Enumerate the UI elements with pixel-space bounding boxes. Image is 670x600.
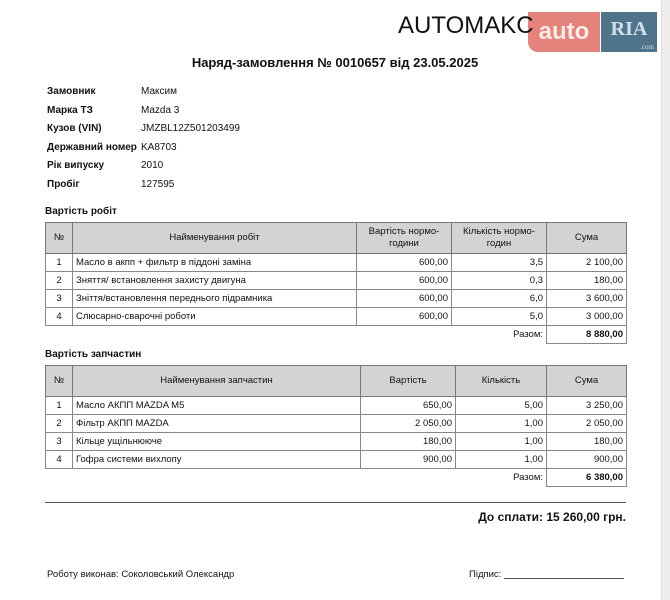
brand-name: AUTOMAKC (398, 12, 534, 39)
total-label: Разом: (513, 472, 543, 484)
table-row: 2 Зняття/ встановлення захисту двигуна 600… (45, 271, 627, 290)
works-table: № Найменування робіт Вартість нормо-години… (45, 222, 627, 344)
works-heading: Вартість робіт (45, 206, 117, 217)
table-cell: Масло АКПП MAZDA M5 (72, 396, 361, 415)
total-value: 8 880,00 (546, 325, 627, 344)
table-cell: 5,00 (455, 396, 547, 415)
parts-heading: Вартість запчастин (45, 349, 142, 360)
table-cell: Зняття/ встановлення захисту двигуна (72, 271, 357, 290)
table-cell: Масло в акпп + фильтр в піддоні заміна (72, 253, 357, 272)
amount-due: До сплати: 15 260,00 грн. (478, 510, 626, 524)
table-cell: 1,00 (455, 414, 547, 433)
info-row: Марка ТЗ Mazda 3 (47, 105, 240, 124)
table-cell: 650,00 (360, 396, 456, 415)
vehicle-info: Замовник Максим Марка ТЗ Mazda 3 Кузов (VIN)… (47, 86, 240, 197)
table-cell: 0,3 (451, 271, 547, 290)
info-label: Марка ТЗ (47, 104, 93, 116)
worker-label: Роботу виконав: Соколовський Олександр (47, 569, 235, 580)
column-header: Кількість (455, 365, 547, 397)
table-cell: 6,0 (451, 289, 547, 308)
info-value: Максим (141, 86, 177, 97)
table-row: 3 Зніття/встановлення переднього підрамни… (45, 289, 627, 308)
table-cell: 2 100,00 (546, 253, 627, 272)
table-cell: 600,00 (356, 271, 452, 290)
info-label: Кузов (VIN) (47, 123, 102, 134)
info-value: 127595 (141, 178, 175, 190)
column-header: № (45, 365, 73, 397)
divider (45, 502, 626, 503)
table-cell: Фільтр АКПП MAZDA (72, 414, 361, 433)
table-cell: Кільце ущільнююче (72, 432, 361, 451)
column-header: Найменування робіт (72, 222, 357, 254)
info-label: Замовник (47, 86, 96, 97)
table-cell: 180,00 (546, 271, 627, 290)
table-cell: 3 (45, 432, 73, 451)
info-value: Mazda 3 (141, 104, 180, 116)
table-cell: 2 050,00 (546, 414, 627, 433)
table-row: 3 Кільце ущільнююче 180,00 1,00 180,00 (45, 432, 627, 451)
info-label: Державний номер (47, 141, 137, 153)
table-cell: 180,00 (546, 432, 627, 451)
table-cell: 600,00 (356, 289, 452, 308)
table-cell: 1 (45, 253, 73, 272)
table-cell: 900,00 (546, 450, 627, 469)
table-row: 2 Фільтр АКПП MAZDA 2 050,00 1,00 2 050,00 (45, 414, 627, 433)
table-cell: 2 (45, 414, 73, 433)
total-label: Разом: (513, 329, 543, 341)
info-value: JMZBL12Z501203499 (141, 123, 240, 134)
column-header: Кількість нормо-годин (451, 222, 547, 254)
table-cell: 600,00 (356, 253, 452, 272)
column-header: Вартість нормо-години (356, 222, 452, 254)
table-cell: 2 (45, 271, 73, 290)
info-row: Замовник Максим (47, 86, 240, 105)
info-label: Пробіг (47, 178, 80, 190)
table-cell: 3,5 (451, 253, 547, 272)
table-cell: 3 250,00 (546, 396, 627, 415)
table-row: 4 Гофра системи вихлопу 900,00 1,00 900,00 (45, 450, 627, 469)
autoria-logo-auto: auto (528, 12, 600, 52)
table-cell: Гофра системи вихлопу (72, 450, 361, 469)
table-cell: 3 (45, 289, 73, 308)
table-cell: 5,0 (451, 307, 547, 326)
info-value: 2010 (141, 160, 164, 171)
table-row: 4 Слюсарно-сварочні роботи 600,00 5,0 3 000,… (45, 307, 627, 326)
column-header: № (45, 222, 73, 254)
info-row: Пробіг 127595 (47, 179, 240, 198)
signature-line (504, 578, 624, 579)
column-header: Вартість (360, 365, 456, 397)
info-label: Рік випуску (47, 160, 105, 171)
table-cell: Слюсарно-сварочні роботи (72, 307, 357, 326)
total-row: Разом: 6 380,00 (46, 468, 627, 487)
table-cell: 600,00 (356, 307, 452, 326)
autoria-logo-ria: RIA .com (601, 12, 657, 52)
column-header: Сума (546, 365, 627, 397)
page-edge (661, 0, 670, 600)
document-title: Наряд-замовлення № 0010657 від 23.05.202… (191, 55, 479, 70)
column-header: Найменування запчастин (72, 365, 361, 397)
info-value: KA8703 (141, 141, 177, 153)
signature-label: Підпис: (469, 569, 502, 580)
table-row: 1 Масло в акпп + фильтр в піддоні заміна 6… (45, 253, 627, 272)
table-cell: 180,00 (360, 432, 456, 451)
table-cell: 3 000,00 (546, 307, 627, 326)
total-value: 6 380,00 (546, 468, 627, 487)
header-row: № Найменування робіт Вартість нормо-години… (45, 222, 627, 254)
info-row: Державний номер KA8703 (47, 142, 240, 161)
total-row: Разом: 8 880,00 (46, 325, 627, 344)
info-row: Кузов (VIN) JMZBL12Z501203499 (47, 123, 240, 142)
table-cell: 2 050,00 (360, 414, 456, 433)
table-cell: 3 600,00 (546, 289, 627, 308)
info-row: Рік випуску 2010 (47, 160, 240, 179)
table-cell: 1 (45, 396, 73, 415)
table-cell: Зніття/встановлення переднього підрамник… (72, 289, 357, 308)
table-row: 1 Масло АКПП MAZDA M5 650,00 5,00 3 250,00 (45, 396, 627, 415)
table-cell: 1,00 (455, 450, 547, 469)
header-row: № Найменування запчастин Вартість Кількість… (45, 365, 627, 397)
table-cell: 900,00 (360, 450, 456, 469)
parts-table: № Найменування запчастин Вартість Кількість… (45, 365, 627, 487)
column-header: Сума (546, 222, 627, 254)
table-cell: 1,00 (455, 432, 547, 451)
table-cell: 4 (45, 307, 73, 326)
table-cell: 4 (45, 450, 73, 469)
